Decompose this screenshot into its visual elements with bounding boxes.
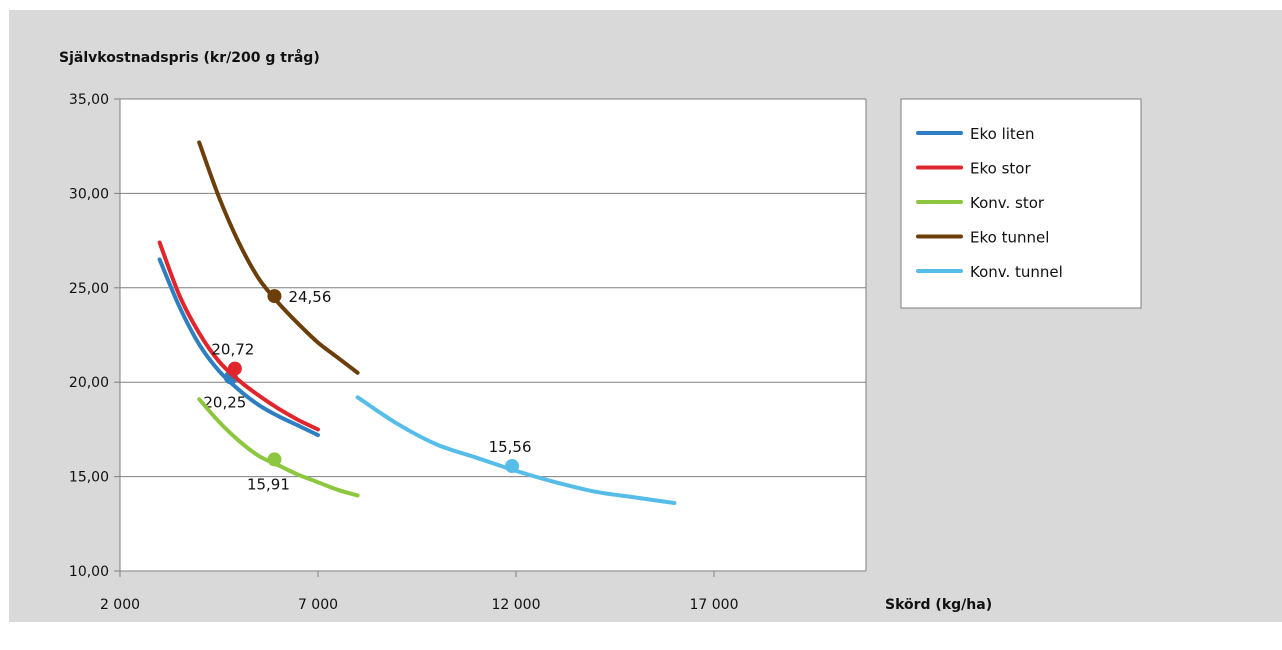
plot-area: 10,00 15,00 20,00 25,00 30,00 35,00 2 000 7 000…: [69, 92, 867, 613]
legend-label-eko-tunnel: Eko tunnel: [970, 229, 1049, 247]
x-tick-label: 7 000: [298, 597, 338, 613]
x-axis-title: Skörd (kg/ha): [885, 597, 992, 613]
legend-label-konv-tunnel: Konv. tunnel: [970, 263, 1063, 281]
x-tick-label: 2 000: [100, 597, 140, 613]
legend-label-konv-stor: Konv. stor: [970, 194, 1045, 212]
data-point-konv-tunnel: [505, 459, 520, 474]
y-tick-label: 15,00: [69, 470, 109, 486]
x-tick-label: 12 000: [492, 597, 541, 613]
data-point-eko-tunnel: [267, 289, 282, 304]
data-label-eko-stor: 20,72: [211, 341, 254, 359]
plot-background: [120, 99, 866, 571]
y-tick-label: 35,00: [69, 92, 109, 108]
data-label-konv-stor: 15,91: [247, 475, 290, 493]
series-line-eko-tunnel: [197, 140, 360, 375]
series-line-eko-liten: [157, 257, 320, 438]
legend: Eko liten Eko stor Konv. stor Eko tunnel Kon…: [900, 98, 1142, 309]
x-tick-label: 17 000: [690, 597, 739, 613]
data-label-eko-liten: 20,25: [203, 393, 246, 411]
series-line-eko-stor: [157, 240, 320, 432]
y-tick-label: 30,00: [69, 186, 109, 202]
y-tick-label: 20,00: [69, 375, 109, 391]
legend-label-eko-stor: Eko stor: [970, 160, 1031, 178]
series-line-konv-stor: [197, 397, 360, 498]
legend-label-eko-liten: Eko liten: [970, 125, 1035, 143]
data-point-eko-stor: [227, 361, 242, 376]
y-tick-label: 25,00: [69, 281, 109, 297]
y-axis-title: Självkostnadspris (kr/200 g tråg): [59, 49, 320, 66]
data-label-eko-tunnel: 24,56: [288, 288, 331, 306]
data-label-konv-tunnel: 15,56: [489, 438, 532, 456]
y-tick-label: 10,00: [69, 564, 109, 580]
data-point-konv-stor: [267, 452, 282, 467]
